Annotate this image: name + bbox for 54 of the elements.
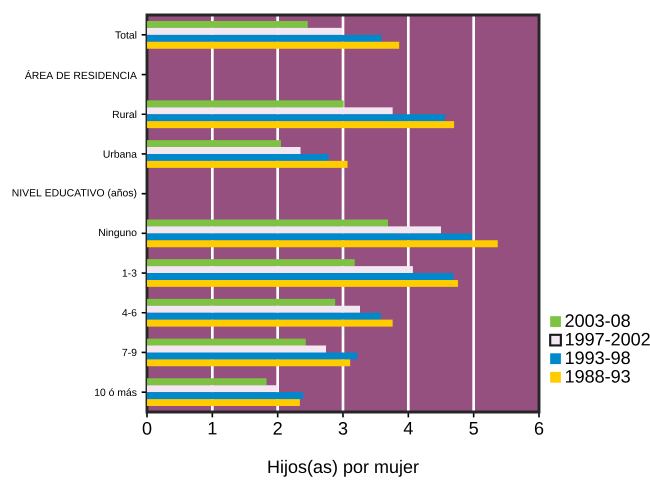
legend-label: 1993-98 [566, 351, 630, 364]
x-tick-label: 5 [469, 422, 478, 435]
y-tick-label: 10 ó más [94, 388, 137, 396]
x-tick-label: 3 [338, 422, 348, 435]
bar [147, 147, 301, 154]
y-tick-label: 1-3 [122, 269, 137, 277]
bar [147, 298, 336, 306]
bar [147, 266, 413, 274]
bar [147, 259, 355, 266]
y-tick-label: Ninguno [99, 228, 137, 238]
bar [147, 121, 454, 128]
bar [147, 359, 350, 366]
bar [147, 385, 278, 392]
y-tick-label: NIVEL EDUCATIVO (años) [12, 188, 136, 198]
bar [147, 399, 300, 406]
x-tick-label: 2 [274, 422, 282, 435]
legend-label: 2003-08 [566, 314, 630, 328]
bar [147, 392, 304, 400]
y-tick-label: 7-9 [122, 348, 136, 356]
bar [147, 160, 348, 168]
bar [147, 154, 329, 161]
bar [147, 346, 326, 352]
bar [147, 240, 498, 248]
bar [147, 140, 281, 148]
bar [147, 34, 382, 42]
x-tick-label: 0 [142, 422, 152, 435]
bar [147, 28, 342, 35]
bar [147, 219, 388, 226]
y-tick-label: Urbana [104, 150, 137, 158]
bar [147, 226, 441, 234]
bar [147, 320, 393, 327]
bar [147, 338, 306, 346]
bar [147, 42, 400, 49]
bar [147, 233, 472, 240]
bar [147, 352, 358, 360]
bar [147, 312, 381, 320]
bar [147, 273, 454, 280]
bar [147, 107, 393, 114]
y-tick-label: Total [115, 31, 136, 39]
bar [147, 378, 267, 386]
x-tick-label: 4 [404, 422, 413, 434]
x-tick-label: 1 [208, 422, 216, 434]
legend-label: 1997-2002 [566, 332, 650, 346]
bar [147, 114, 445, 122]
legend-label: 1988-93 [566, 370, 630, 383]
y-tick-label: Rural [112, 110, 136, 118]
bar [147, 280, 458, 287]
bar [147, 20, 308, 28]
bar [147, 100, 344, 108]
x-axis-title: Hijos(as) por mujer [268, 460, 419, 477]
y-tick-label: ÁREA DE RESIDENCIA [24, 70, 137, 80]
x-tick-label: 6 [534, 422, 544, 435]
y-tick-label: 4-6 [122, 309, 137, 316]
bar [147, 306, 360, 313]
